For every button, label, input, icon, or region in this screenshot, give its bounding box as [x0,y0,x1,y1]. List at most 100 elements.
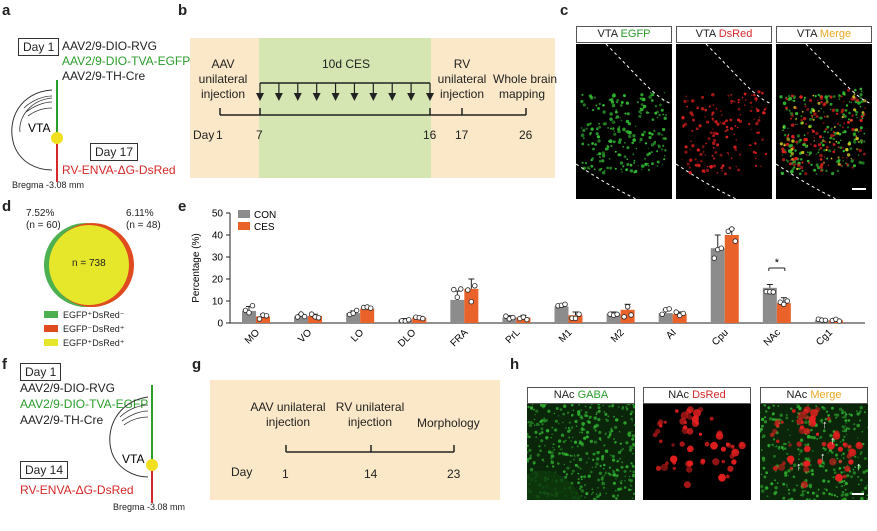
svg-text:↑: ↑ [856,461,862,473]
data-point [367,305,374,311]
micrograph-speck [848,111,851,115]
micrograph-speck [586,166,590,170]
micrograph-speck [755,131,758,134]
micrograph-speck [823,447,827,451]
micrograph-speck [691,144,695,148]
micrograph-speck [816,115,819,118]
bar [516,317,531,323]
micrograph-speck [628,448,633,452]
micrograph-speck [621,461,623,464]
ces-arrow [426,93,434,101]
micrograph-speck [772,404,774,407]
ces-arrow [331,93,340,101]
micrograph-speck [572,436,574,439]
micrograph-speck [609,431,612,435]
micrograph-speck [553,412,556,415]
day-16-b: 16 [423,128,437,142]
vta-label-f: VTA [122,452,144,466]
micrograph-speck [663,158,666,161]
micrograph-speck [664,137,667,140]
micrograph-speck [662,127,666,132]
micrograph-speck [804,138,808,142]
micrograph-speck [583,428,586,431]
micrograph-speck [612,470,616,474]
micrograph-speck [686,466,693,473]
micrograph-speck [712,141,716,145]
micrograph-speck [843,442,847,446]
micrograph-speck [857,475,860,478]
micrograph-speck [859,96,862,99]
micrograph-speck [720,446,726,452]
micrograph-speck [821,143,825,147]
micrograph-speck [648,95,652,99]
micrograph-speck [853,88,857,92]
micrograph-speck [817,99,819,101]
micrograph-speck [831,438,836,443]
micrograph-speck [787,469,791,473]
micrograph-speck [562,421,564,424]
micrograph-speck [803,96,806,99]
micrograph-speck [781,154,783,156]
legend-dsred-only: EGFP⁻DsRed⁺ [44,322,125,336]
micrograph-speck [824,469,828,472]
ces-label: 10d CES [322,57,371,71]
micrograph-speck [730,93,733,96]
virus-tva-f: AAV2/9-DIO-TVA-EGFP [20,397,149,411]
data-point [454,294,460,300]
micrograph-speck [573,454,576,456]
micrograph-speck [858,120,860,122]
micrograph-speck [820,95,824,99]
micrograph-speck [575,425,578,427]
micrograph-speck [544,444,546,447]
micrograph-speck [841,146,844,149]
ces-arrow [407,93,416,101]
micrograph-speck [578,454,580,457]
micrograph-speck [712,164,716,168]
micrograph-speck [771,412,775,416]
micrograph-speck [800,118,803,122]
micrograph-speck [719,153,723,157]
bar [346,313,361,323]
micrograph-speck [789,159,791,161]
micrograph-speck [812,109,816,113]
micrograph-speck [592,147,595,151]
micrograph-speck [855,136,859,141]
micrograph-speck [631,442,635,446]
micrograph-speck [649,92,652,94]
micrograph-speck [861,161,865,165]
micrograph-speck [861,490,865,494]
micrograph-speck [819,419,823,423]
micrograph-speck [793,166,796,169]
micrograph-speck [593,96,596,99]
micrograph-speck [581,443,584,447]
micrograph-speck [767,443,771,447]
micrograph-speck [580,127,583,129]
micrograph-speck [623,421,627,425]
micrograph-speck [840,471,843,474]
micrograph-speck [620,482,623,485]
micrograph-speck [859,87,863,91]
micrograph-speck [528,435,530,438]
micrograph-speck [858,140,860,143]
micrograph-speck [748,144,751,147]
data-point [263,313,270,319]
micrograph-speck [587,474,591,478]
micrograph-speck [850,119,852,122]
micrograph-speck [741,96,744,99]
micrograph-speck [860,451,863,454]
micrograph-speck [837,142,839,145]
micrograph-speck [640,112,642,115]
micrograph-speck [845,422,847,424]
micrograph-speck [632,134,636,138]
micrograph-speck [799,158,803,161]
micrograph-speck [859,119,863,122]
micrograph-speck [788,492,791,495]
micrograph-speck [554,471,557,473]
ces-arrow [350,93,359,101]
micrograph-speck [814,95,817,98]
micrograph-speck [585,461,588,464]
micrograph-speck [761,489,765,493]
micrograph-speck [837,146,840,148]
panel-label-d: d [2,198,12,215]
micrograph-speck [662,113,665,116]
